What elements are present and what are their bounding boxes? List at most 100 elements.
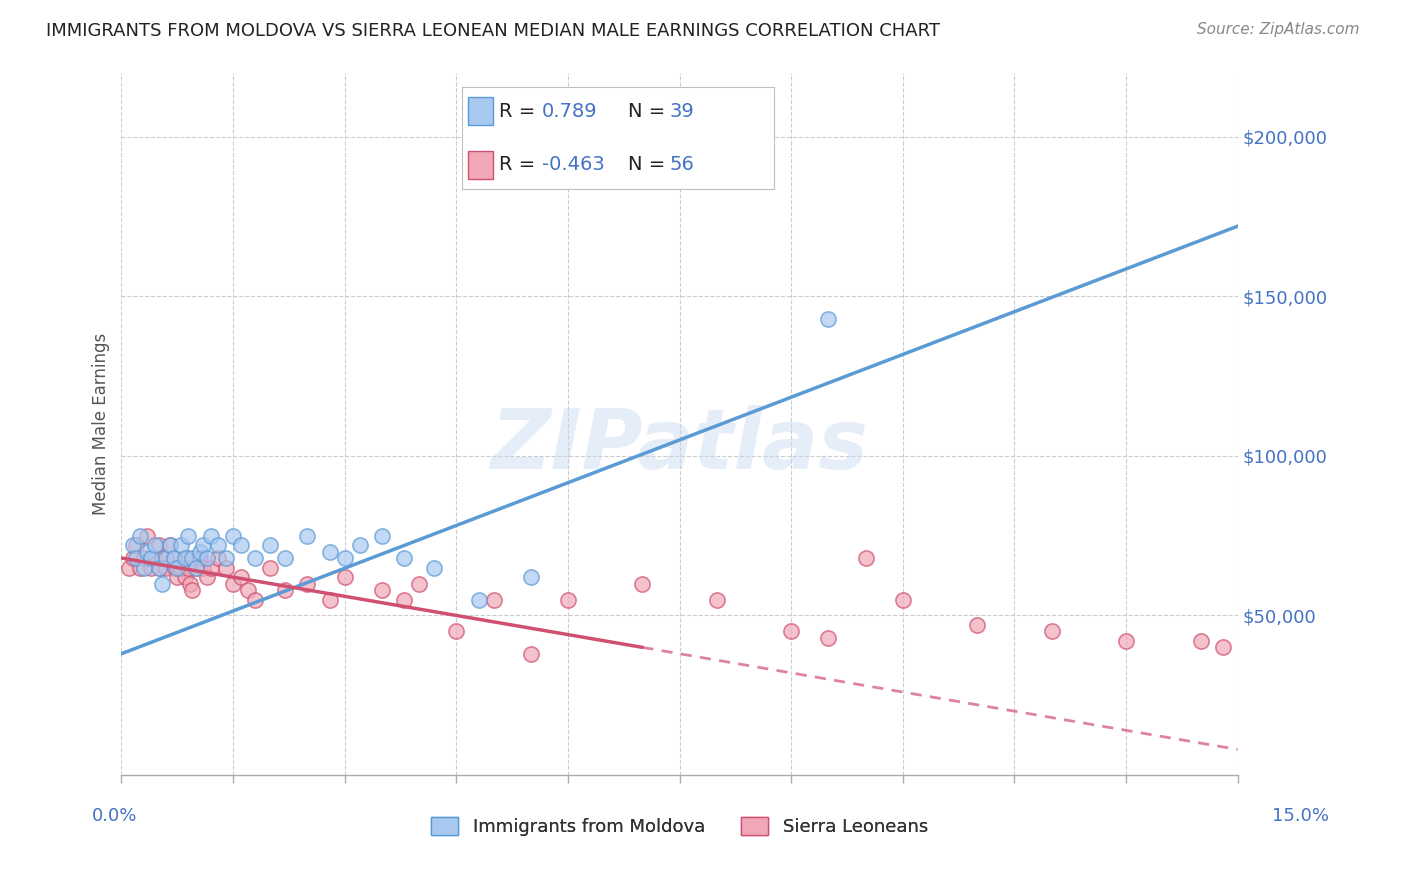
Point xyxy=(136,544,159,558)
Point xyxy=(150,551,173,566)
Y-axis label: Median Male Earnings: Median Male Earnings xyxy=(93,333,110,515)
Point xyxy=(371,529,394,543)
Point xyxy=(170,560,193,574)
Point xyxy=(333,570,356,584)
Point xyxy=(259,560,281,574)
Point xyxy=(143,551,166,566)
Point xyxy=(446,624,468,639)
Point xyxy=(132,560,155,574)
Point xyxy=(195,570,218,584)
Text: Source: ZipAtlas.com: Source: ZipAtlas.com xyxy=(1197,22,1360,37)
Point xyxy=(371,582,394,597)
Point xyxy=(176,551,198,566)
Point xyxy=(214,551,236,566)
Point xyxy=(817,311,839,326)
Text: 15.0%: 15.0% xyxy=(1271,807,1329,825)
Point xyxy=(222,529,245,543)
Point xyxy=(162,551,184,566)
Point xyxy=(179,576,201,591)
Point xyxy=(148,560,170,574)
Point xyxy=(184,560,207,574)
Point xyxy=(193,538,215,552)
Point xyxy=(245,551,267,566)
Point xyxy=(141,551,163,566)
Point xyxy=(184,560,207,574)
Point xyxy=(482,592,505,607)
Point xyxy=(259,538,281,552)
Point xyxy=(177,529,200,543)
Point xyxy=(195,551,218,566)
Point xyxy=(297,529,319,543)
Point xyxy=(519,570,541,584)
Point xyxy=(125,551,148,566)
Point xyxy=(817,631,839,645)
Point xyxy=(855,551,877,566)
Point xyxy=(166,570,188,584)
Point xyxy=(557,592,579,607)
Text: 0.0%: 0.0% xyxy=(91,807,136,825)
Point xyxy=(207,551,229,566)
Point xyxy=(121,551,143,566)
Text: ZIPatlas: ZIPatlas xyxy=(491,405,869,485)
Point xyxy=(423,560,446,574)
Point xyxy=(236,582,259,597)
Point xyxy=(229,538,252,552)
Point xyxy=(193,560,215,574)
Point xyxy=(319,592,342,607)
Point xyxy=(121,538,143,552)
Point xyxy=(200,529,222,543)
Point xyxy=(394,551,416,566)
Point xyxy=(394,592,416,607)
Point xyxy=(150,576,173,591)
Point xyxy=(181,582,204,597)
Point xyxy=(125,538,148,552)
Point xyxy=(207,538,229,552)
Point xyxy=(706,592,728,607)
Point xyxy=(141,560,163,574)
Point xyxy=(229,570,252,584)
Point xyxy=(222,576,245,591)
Point xyxy=(132,551,155,566)
Point xyxy=(136,529,159,543)
Point xyxy=(163,560,186,574)
Point xyxy=(129,560,152,574)
Point xyxy=(148,538,170,552)
Point xyxy=(891,592,914,607)
Text: IMMIGRANTS FROM MOLDOVA VS SIERRA LEONEAN MEDIAN MALE EARNINGS CORRELATION CHART: IMMIGRANTS FROM MOLDOVA VS SIERRA LEONEA… xyxy=(46,22,941,40)
Point xyxy=(274,551,297,566)
Point xyxy=(519,647,541,661)
Point xyxy=(129,529,152,543)
Point xyxy=(349,538,371,552)
Point xyxy=(177,560,200,574)
Point xyxy=(166,560,188,574)
Point xyxy=(173,551,195,566)
Point xyxy=(319,544,342,558)
Point xyxy=(188,551,211,566)
Point xyxy=(297,576,319,591)
Point xyxy=(155,560,177,574)
Point xyxy=(1040,624,1063,639)
Point xyxy=(155,551,177,566)
Point xyxy=(188,544,211,558)
Point xyxy=(162,551,184,566)
Point xyxy=(159,538,181,552)
Point xyxy=(1212,640,1234,655)
Point xyxy=(245,592,267,607)
Point xyxy=(170,538,193,552)
Point xyxy=(408,576,430,591)
Point xyxy=(780,624,803,639)
Point xyxy=(173,570,195,584)
Point xyxy=(631,576,654,591)
Point xyxy=(143,538,166,552)
Legend: Immigrants from Moldova, Sierra Leoneans: Immigrants from Moldova, Sierra Leoneans xyxy=(425,809,935,843)
Point xyxy=(1115,634,1137,648)
Point xyxy=(274,582,297,597)
Point xyxy=(966,618,988,632)
Point xyxy=(1189,634,1212,648)
Point xyxy=(333,551,356,566)
Point xyxy=(181,551,204,566)
Point xyxy=(159,538,181,552)
Point xyxy=(200,560,222,574)
Point xyxy=(214,560,236,574)
Point xyxy=(467,592,489,607)
